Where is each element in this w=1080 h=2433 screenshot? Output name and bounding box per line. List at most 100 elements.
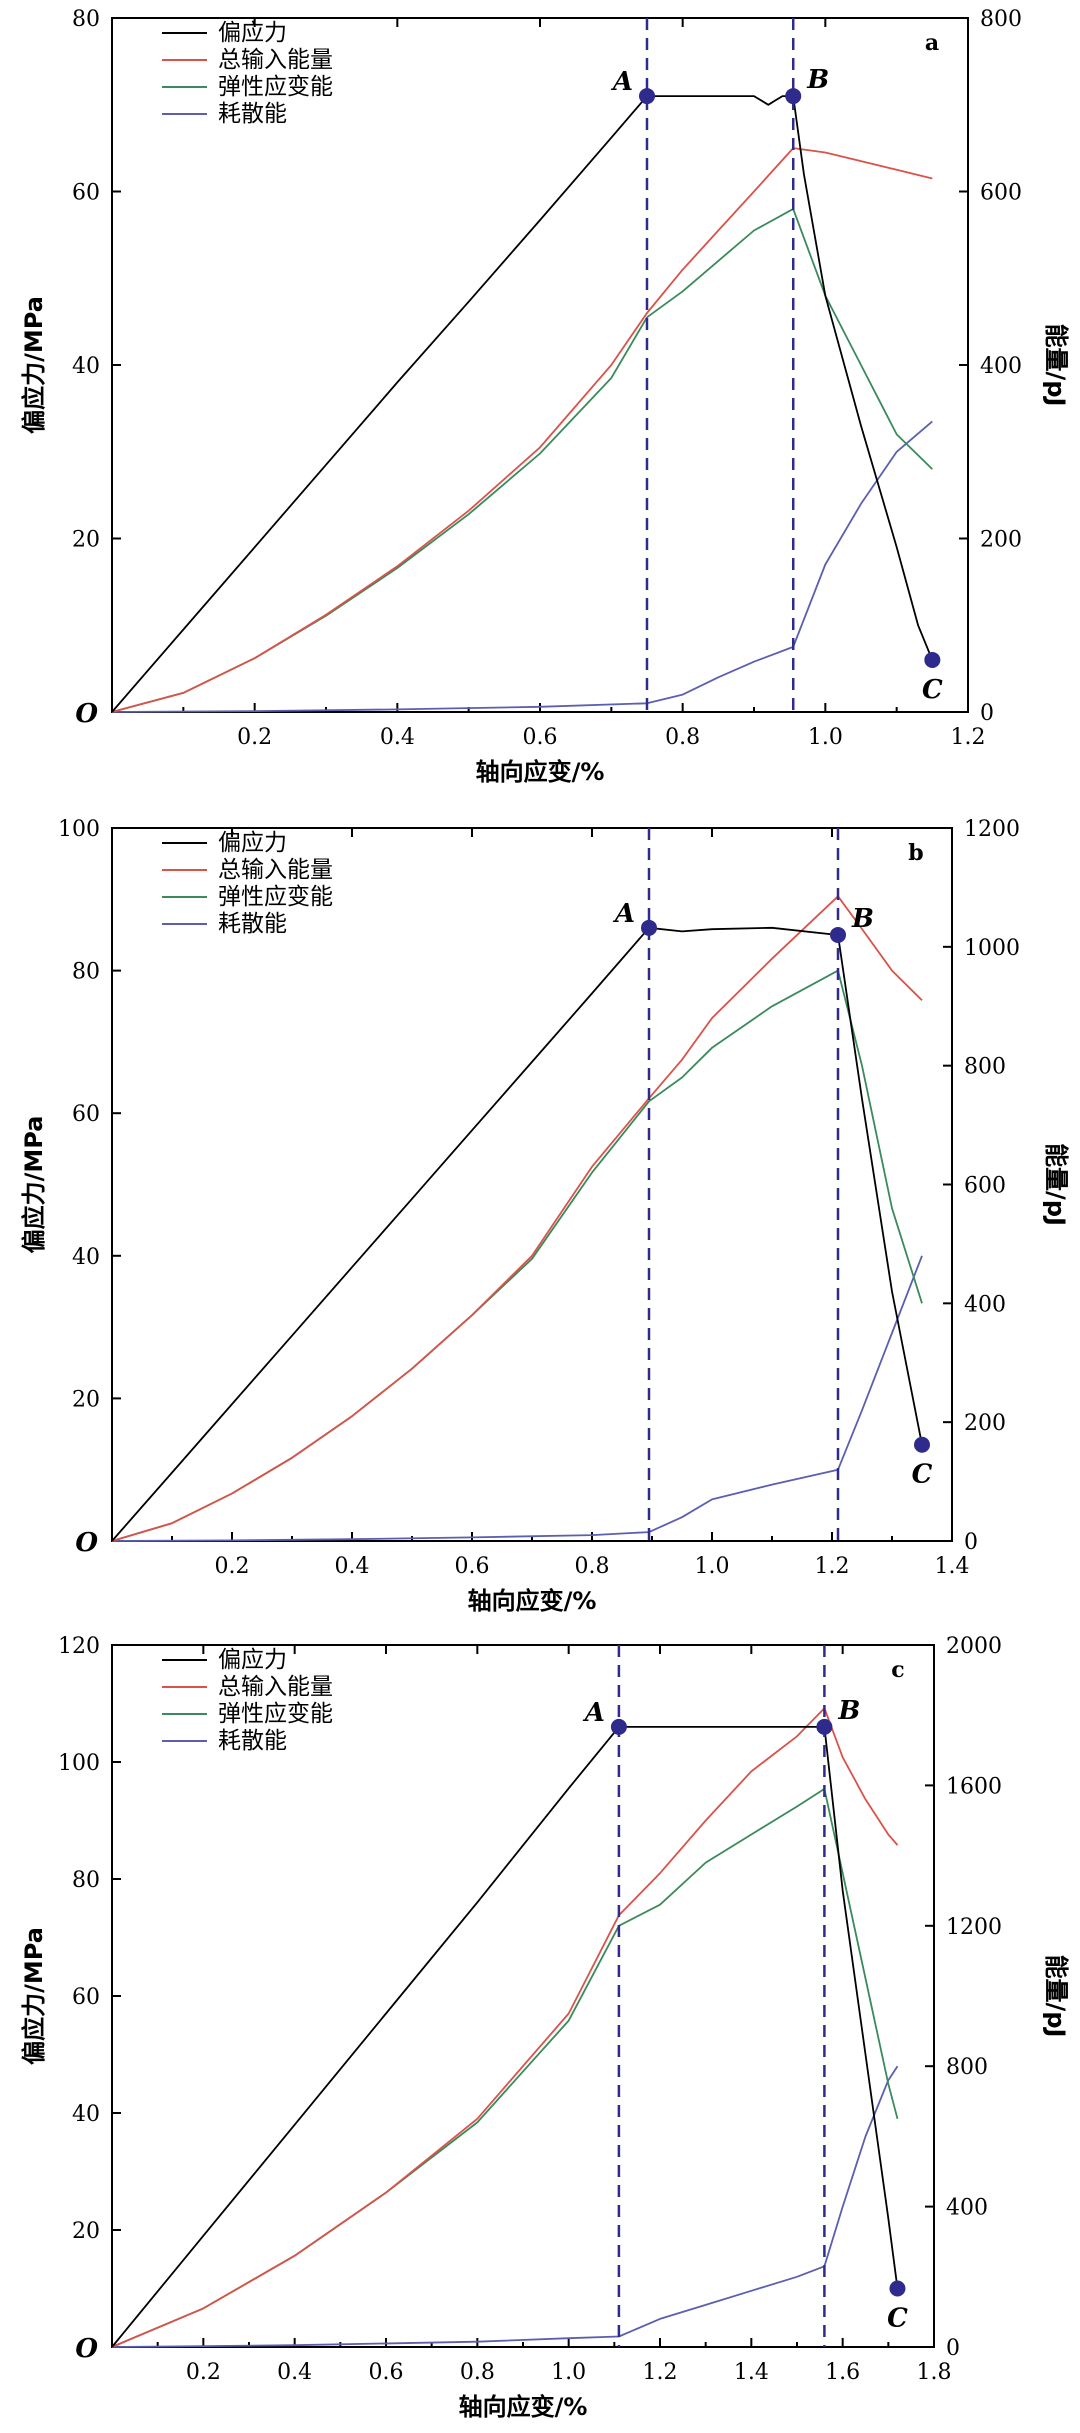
x-axis-title: 轴向应变/% bbox=[468, 1587, 597, 1615]
chart-panel-b: 0.2 0.4 0.6 0.8 1.0 1.2 1.42040608010002004006… bbox=[20, 817, 1070, 1615]
point-marker-C bbox=[914, 1436, 930, 1453]
y-left-tick-label: 60 bbox=[72, 1102, 100, 1127]
y-left-tick-label: 100 bbox=[58, 817, 100, 842]
legend-label-1: 总输入能量 bbox=[218, 857, 333, 883]
x-tick-label: 1.6 bbox=[825, 2360, 860, 2385]
x-tick-label: 1.2 bbox=[815, 1554, 850, 1579]
series-line-2 bbox=[111, 969, 923, 1542]
y-right-tick-label: 1600 bbox=[946, 1774, 1002, 1799]
x-tick-label: 0.4 bbox=[277, 2360, 312, 2385]
y-right-tick-label: 400 bbox=[964, 1292, 1006, 1317]
y-right-tick-label: 1200 bbox=[964, 817, 1020, 842]
origin-label: O bbox=[75, 699, 98, 729]
x-tick-label: 1.8 bbox=[917, 2360, 952, 2385]
chart-panel-c: 0.2 0.4 0.6 0.8 1.0 1.2 1.4 1.6 1.8 20 40 60 80 100 12… bbox=[20, 1634, 1070, 2421]
point-marker-C bbox=[889, 2280, 906, 2297]
x-tick-label: 0.2 bbox=[186, 2360, 221, 2385]
y-left-tick-label: 40 bbox=[72, 1245, 100, 1270]
y-left-tick-label: 20 bbox=[72, 1387, 100, 1412]
x-tick-label: 1.0 bbox=[808, 725, 843, 750]
x-tick-label: 0.4 bbox=[335, 1554, 370, 1579]
panel-letter: a bbox=[925, 30, 939, 56]
x-tick-label: 0.6 bbox=[455, 1554, 490, 1579]
series-line-1 bbox=[111, 147, 933, 713]
x-axis-title: 轴向应变/% bbox=[476, 758, 605, 786]
series-line-1 bbox=[111, 1707, 899, 2348]
y-left-tick-label: 40 bbox=[72, 354, 100, 379]
y-right-tick-label: 1000 bbox=[964, 936, 1020, 961]
x-tick-label: 1.2 bbox=[951, 725, 986, 750]
point-label-C: C bbox=[922, 675, 943, 705]
panel-letter: b bbox=[908, 840, 923, 866]
legend-label-3: 耗散能 bbox=[218, 101, 287, 127]
point-marker-A bbox=[641, 919, 657, 936]
y-right-tick-label: 400 bbox=[946, 2196, 988, 2221]
point-marker-A bbox=[639, 88, 655, 105]
series-line-2 bbox=[111, 208, 933, 713]
x-tick-label: 1.4 bbox=[734, 2360, 769, 2385]
y-left-tick-label: 120 bbox=[58, 1634, 100, 1659]
point-label-A: A bbox=[610, 67, 633, 97]
x-tick-label: 1.2 bbox=[643, 2360, 678, 2385]
y-left-axis-title: 偏应力/MPa bbox=[20, 1927, 48, 2065]
origin-label: O bbox=[75, 2334, 98, 2364]
y-left-tick-label: 60 bbox=[72, 1985, 100, 2010]
point-marker-A bbox=[610, 1718, 627, 1735]
y-left-tick-label: 100 bbox=[58, 1751, 100, 1776]
x-tick-label: 0.4 bbox=[380, 725, 415, 750]
legend-label-2: 弹性应变能 bbox=[218, 884, 333, 910]
point-label-A: A bbox=[582, 1698, 605, 1728]
point-marker-B bbox=[830, 926, 846, 943]
origin-label: O bbox=[75, 1528, 98, 1558]
legend-label-0: 偏应力 bbox=[218, 830, 287, 856]
point-label-B: B bbox=[806, 65, 829, 95]
y-right-tick-label: 2000 bbox=[946, 1634, 1002, 1659]
y-left-axis-title: 偏应力/MPa bbox=[20, 1116, 48, 1254]
y-right-tick-label: 1200 bbox=[946, 1915, 1002, 1940]
series-line-3 bbox=[111, 420, 933, 713]
panel-letter: c bbox=[891, 1657, 904, 1683]
y-right-tick-label: 800 bbox=[964, 1055, 1006, 1080]
y-left-tick-label: 20 bbox=[72, 528, 100, 553]
point-label-C: C bbox=[887, 2304, 908, 2334]
series-line-0 bbox=[111, 926, 923, 1542]
point-label-C: C bbox=[912, 1460, 933, 1490]
y-left-tick-label: 60 bbox=[72, 181, 100, 206]
legend-label-0: 偏应力 bbox=[218, 20, 287, 46]
y-right-tick-label: 200 bbox=[964, 1411, 1006, 1436]
y-left-tick-label: 80 bbox=[72, 1868, 100, 1893]
x-tick-label: 0.6 bbox=[369, 2360, 404, 2385]
y-left-tick-label: 40 bbox=[72, 2102, 100, 2127]
legend-label-2: 弹性应变能 bbox=[218, 1701, 333, 1727]
x-tick-label: 0.2 bbox=[215, 1554, 250, 1579]
x-tick-label: 0.6 bbox=[523, 725, 558, 750]
series-line-1 bbox=[111, 895, 923, 1542]
legend-label-3: 耗散能 bbox=[218, 911, 287, 937]
series-line-2 bbox=[111, 1788, 899, 2348]
y-right-tick-label: 0 bbox=[980, 701, 994, 726]
point-marker-B bbox=[816, 1718, 833, 1735]
series-line-0 bbox=[111, 95, 934, 713]
series-line-3 bbox=[111, 1255, 923, 1542]
y-right-axis-title: 能量/pJ bbox=[1042, 324, 1070, 407]
y-left-axis-title: 偏应力/MPa bbox=[20, 296, 48, 434]
legend-label-1: 总输入能量 bbox=[218, 1674, 333, 1700]
x-axis-title: 轴向应变/% bbox=[459, 2393, 588, 2421]
y-right-tick-label: 0 bbox=[964, 1530, 978, 1555]
x-tick-label: 1.0 bbox=[551, 2360, 586, 2385]
series-line-0 bbox=[111, 1726, 899, 2348]
point-label-B: B bbox=[851, 904, 874, 934]
point-label-A: A bbox=[612, 899, 635, 929]
y-right-axis-title: 能量/pJ bbox=[1042, 1143, 1070, 1226]
x-tick-label: 0.8 bbox=[665, 725, 700, 750]
legend-label-3: 耗散能 bbox=[218, 1728, 287, 1754]
series-line-3 bbox=[111, 2065, 899, 2348]
y-right-tick-label: 800 bbox=[980, 7, 1022, 32]
chart-panel-a: 0.2 0.4 0.6 0.8 1.0 1.2204060800200400600800O… bbox=[20, 7, 1070, 786]
point-marker-C bbox=[924, 651, 941, 668]
y-right-tick-label: 600 bbox=[964, 1174, 1006, 1199]
y-left-tick-label: 20 bbox=[72, 2219, 100, 2244]
